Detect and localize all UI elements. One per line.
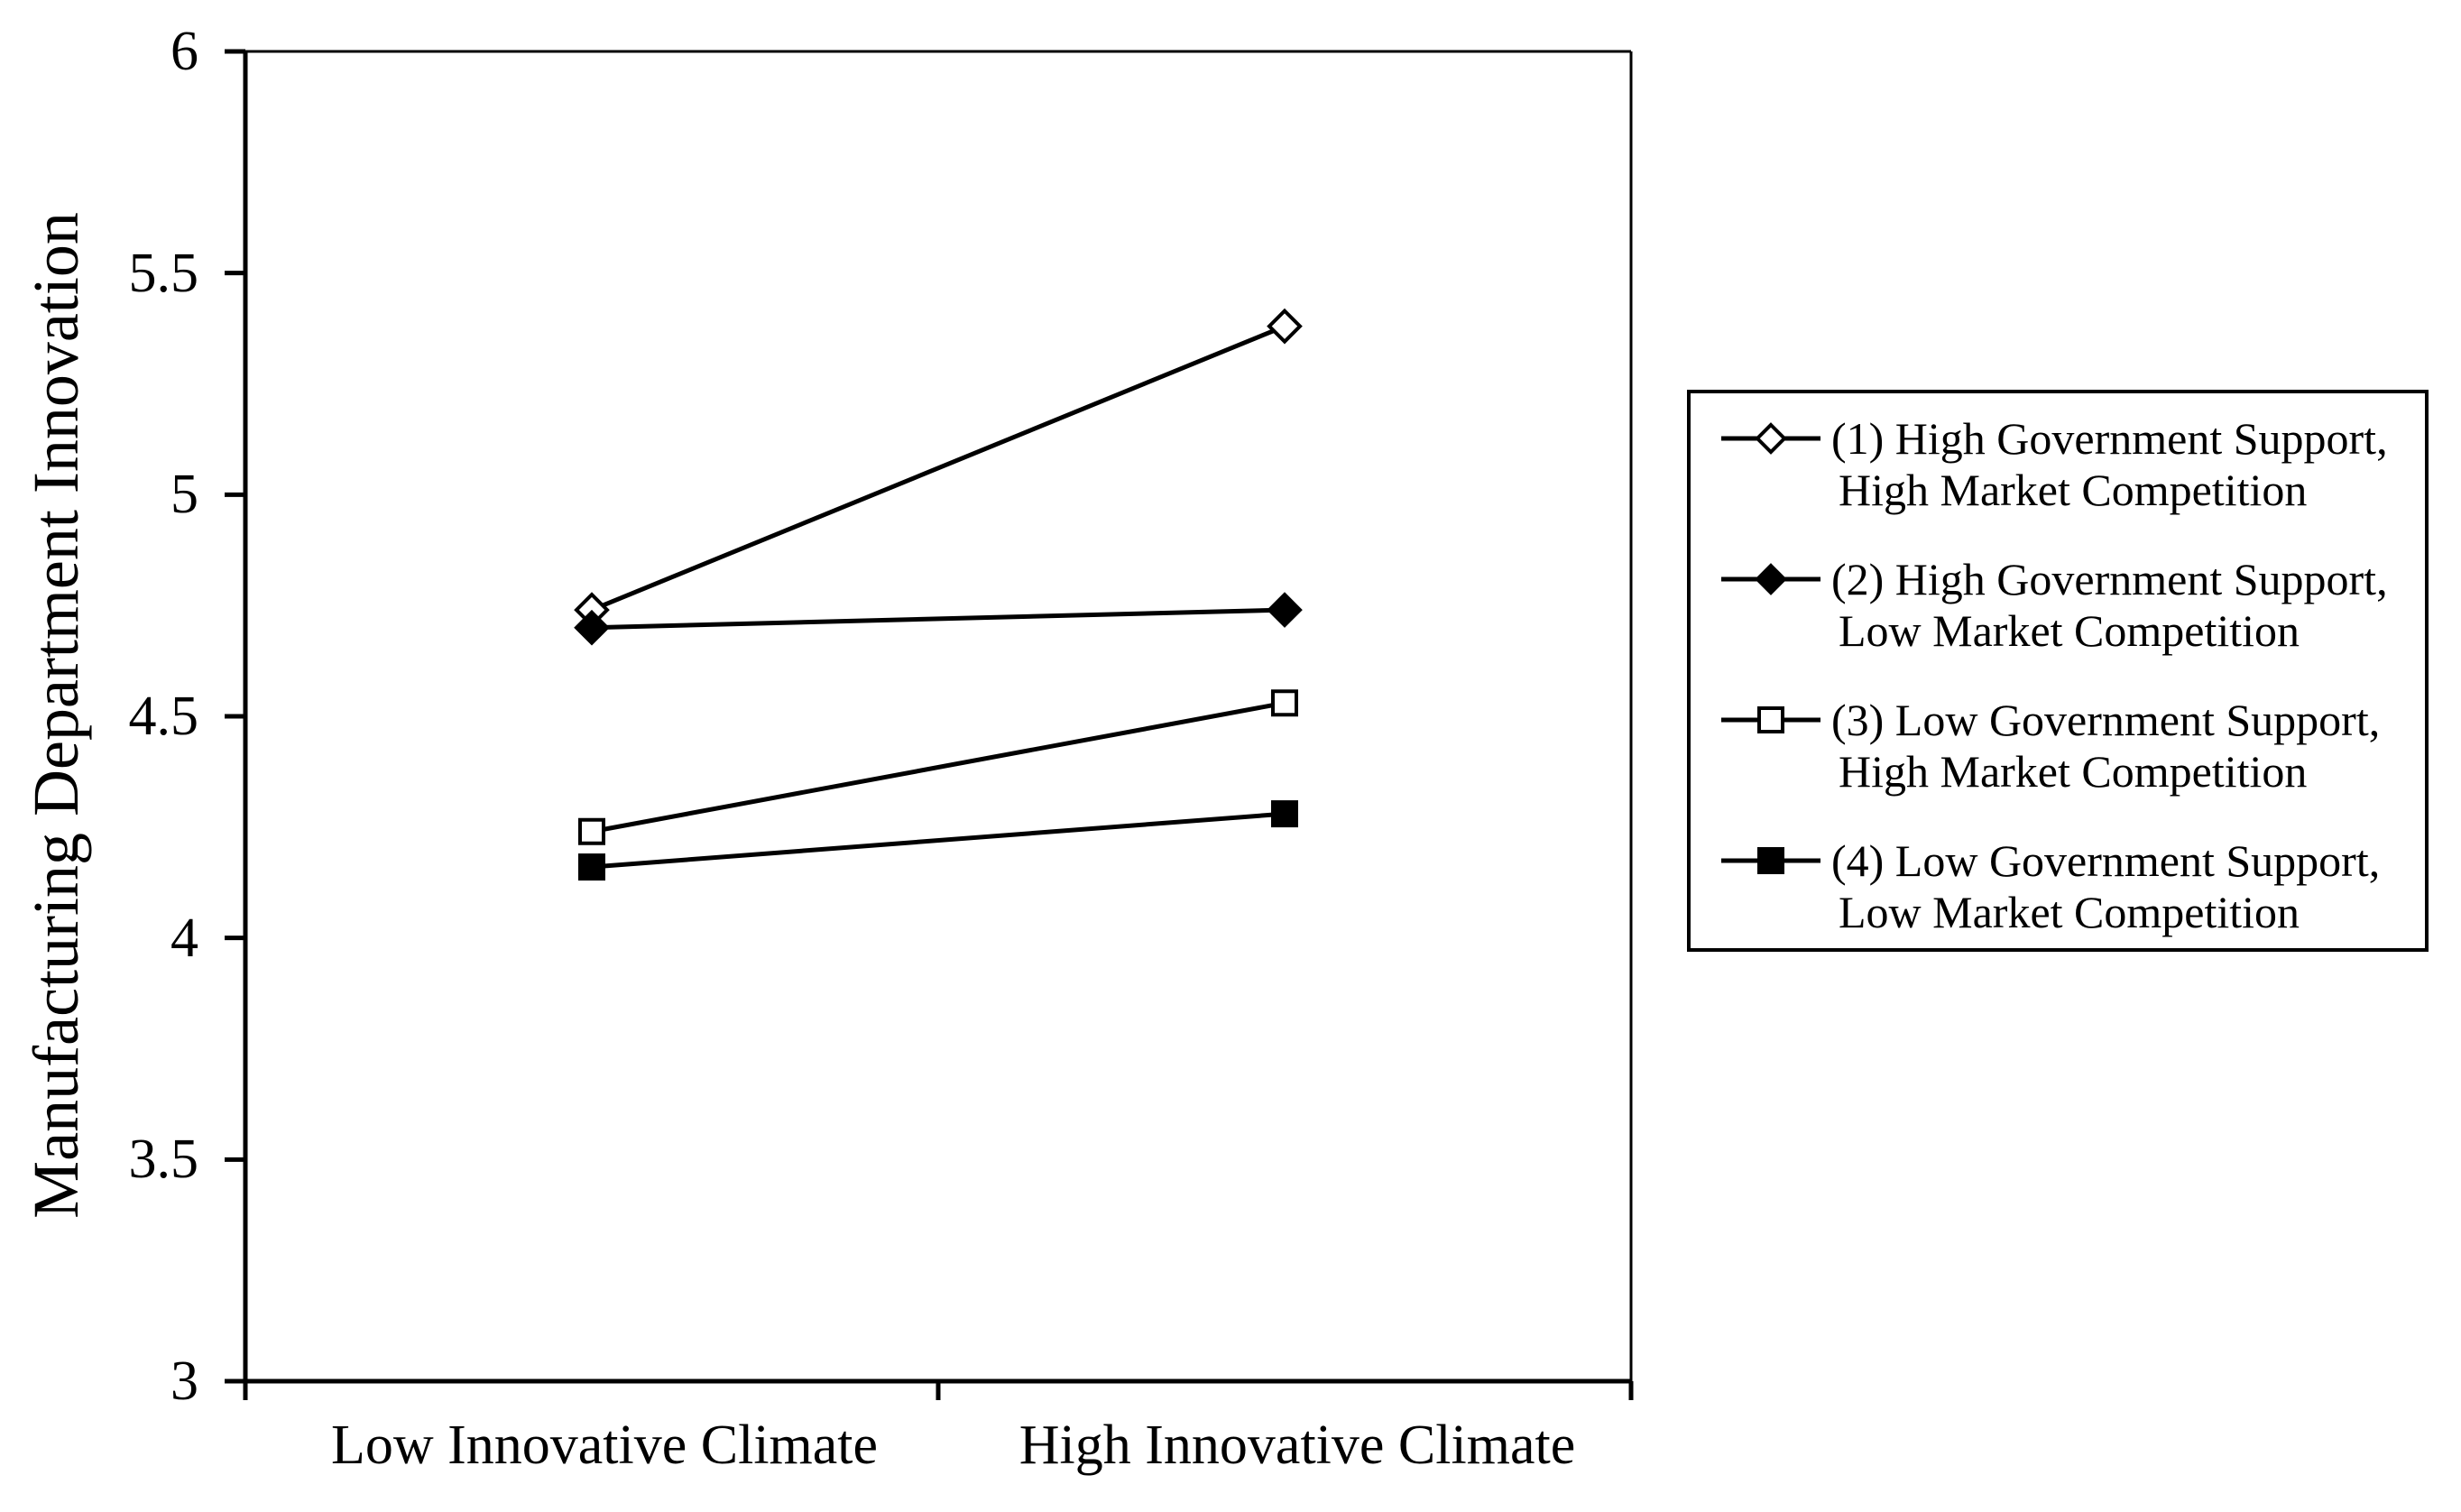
legend: (1) High Government Support, High Market … xyxy=(1687,390,2429,952)
diamond-filled-marker-icon xyxy=(1755,563,1787,595)
diamond-filled-marker-icon xyxy=(574,609,610,646)
legend-label-line2: High Market Competition xyxy=(1839,746,2308,797)
legend-label: (2) High Government Support, Low Market C… xyxy=(1831,554,2388,657)
series-line-3 xyxy=(591,700,1286,834)
legend-label: (1) High Government Support, High Market … xyxy=(1831,413,2388,516)
diamond-open-marker-icon xyxy=(1755,422,1787,455)
legend-sample-line xyxy=(1721,706,1820,733)
diamond-open-marker-icon xyxy=(1267,308,1303,345)
y-tick-label: 3 xyxy=(171,1351,198,1412)
y-tick-label: 3.5 xyxy=(128,1129,199,1191)
legend-entry-4: (4) Low Government Support, Low Market Co… xyxy=(1719,835,2416,938)
square-open-marker-icon xyxy=(1271,689,1298,717)
legend-label-line2: Low Market Competition xyxy=(1839,887,2300,937)
y-tick-label: 6 xyxy=(171,21,198,82)
square-open-marker-icon xyxy=(578,817,605,845)
legend-entry-3: (3) Low Government Support, High Market C… xyxy=(1719,695,2416,797)
legend-label: (4) Low Government Support, Low Market Co… xyxy=(1831,835,2380,938)
legend-label-line1: (4) Low Government Support, xyxy=(1831,835,2381,886)
square-filled-marker-icon xyxy=(1757,847,1784,874)
square-filled-marker-icon xyxy=(1271,800,1298,828)
legend-sample-line xyxy=(1721,422,1820,455)
legend-sample-line xyxy=(1721,847,1820,874)
diamond-filled-marker-icon xyxy=(1267,592,1303,628)
y-tick-label: 5 xyxy=(171,464,198,526)
legend-label-line1: (2) High Government Support, xyxy=(1831,554,2388,604)
x-category-label: High Innovative Climate xyxy=(1019,1415,1576,1476)
legend-label: (3) Low Government Support, High Market C… xyxy=(1831,695,2380,797)
legend-label-line2: High Market Competition xyxy=(1839,465,2308,515)
y-tick-label: 5.5 xyxy=(128,242,199,304)
legend-sample-line xyxy=(1721,563,1820,595)
legend-entry-1: (1) High Government Support, High Market … xyxy=(1719,413,2416,516)
y-tick-label: 4.5 xyxy=(128,686,199,747)
series-line-4 xyxy=(591,811,1286,870)
square-open-marker-icon xyxy=(1757,706,1784,733)
square-filled-marker-icon xyxy=(578,853,605,881)
legend-label-line2: Low Market Competition xyxy=(1839,605,2300,656)
legend-label-line1: (3) Low Government Support, xyxy=(1831,695,2381,745)
legend-entry-2: (2) High Government Support, Low Market C… xyxy=(1719,554,2416,657)
legend-label-line1: (1) High Government Support, xyxy=(1831,413,2388,464)
series-line-1 xyxy=(591,324,1286,613)
x-category-label: Low Innovative Climate xyxy=(330,1415,879,1476)
y-tick-label: 4 xyxy=(171,907,198,969)
series-line-2 xyxy=(591,607,1286,631)
